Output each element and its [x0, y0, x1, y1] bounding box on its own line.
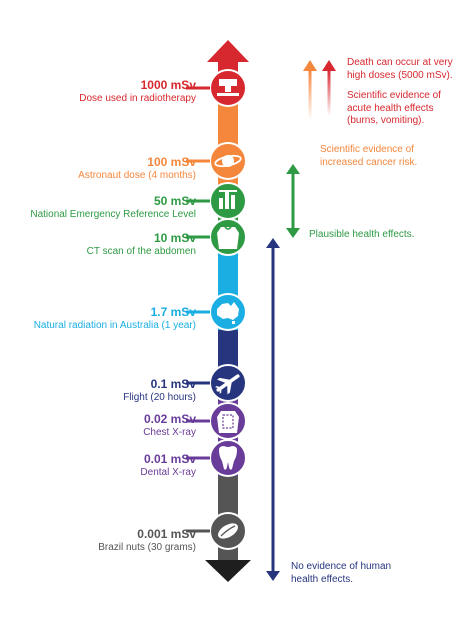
level-10: 10 mSv CT scan of the abdomen: [87, 231, 196, 258]
level-0-001: 0.001 mSv Brazil nuts (30 grams): [98, 527, 196, 554]
effect-death-note: Death can occur at very high doses (5000…: [347, 57, 453, 82]
chest-xray-icon: [209, 402, 247, 440]
plausible-effects-arrow: [286, 164, 300, 238]
level-100: 100 mSv Astronaut dose (4 months): [78, 155, 196, 182]
planet-ring-icon: [209, 142, 247, 180]
effect-plausible-note: Plausible health effects.: [309, 229, 414, 242]
level-label: National Emergency Reference Level: [30, 209, 196, 220]
effect-line: acute health effects: [347, 102, 434, 114]
level-value: 50 mSv: [153, 194, 196, 208]
effect-line: health effects.: [291, 573, 354, 585]
effect-line: high doses (5000 mSv).: [347, 69, 453, 81]
level-value: 0.01 mSv: [143, 452, 196, 466]
bar-chart-icon: [209, 182, 247, 220]
effect-line: increased cancer risk.: [320, 156, 418, 168]
level-label: Brazil nuts (30 grams): [98, 542, 196, 553]
effect-line: (burns, vomiting).: [347, 115, 425, 126]
tooth-icon: [209, 439, 247, 477]
level-value: 0.001 mSv: [137, 527, 196, 541]
level-label: Astronaut dose (4 months): [78, 170, 196, 181]
cancer-risk-arrow: [303, 60, 317, 120]
level-value: 1.7 mSv: [150, 305, 196, 319]
level-label: Chest X-ray: [143, 427, 196, 438]
torso-icon: [209, 218, 247, 256]
brazil-nut-icon: [209, 512, 247, 550]
effect-line: Plausible health effects.: [309, 229, 415, 240]
effect-acute-note: Scientific evidence of acute health effe…: [347, 90, 441, 128]
level-label: Dental X-ray: [140, 467, 196, 478]
acute-effects-arrow: [322, 60, 336, 116]
level-1000: 1000 mSv Dose used in radiotherapy: [79, 78, 196, 105]
level-value: 0.1 mSv: [150, 377, 196, 391]
effect-line: Scientific evidence of: [320, 144, 414, 155]
effect-no-evidence-note: No evidence of human health effects.: [291, 561, 391, 586]
level-label: Flight (20 hours): [123, 392, 196, 403]
australia-map-icon: [209, 293, 247, 331]
radiotherapy-machine-icon: [209, 69, 247, 107]
level-50: 50 mSv National Emergency Reference Leve…: [30, 194, 196, 221]
level-0-02: 0.02 mSv Chest X-ray: [143, 412, 196, 439]
level-label: Dose used in radiotherapy: [79, 93, 196, 104]
level-1-7: 1.7 mSv Natural radiation in Australia (…: [34, 305, 196, 332]
level-value: 10 mSv: [153, 231, 196, 245]
airplane-icon: [209, 364, 247, 402]
effect-cancer-note: Scientific evidence of increased cancer …: [320, 144, 417, 169]
level-label: Natural radiation in Australia (1 year): [33, 320, 196, 331]
effect-line: Scientific evidence of: [347, 90, 441, 101]
level-0-1: 0.1 mSv Flight (20 hours): [123, 377, 196, 404]
level-0-01: 0.01 mSv Dental X-ray: [140, 452, 196, 479]
level-value: 100 mSv: [147, 155, 196, 169]
effect-line: No evidence of human: [291, 561, 392, 572]
scale-top-arrowhead: [207, 40, 249, 62]
level-value: 0.02 mSv: [143, 412, 196, 426]
no-evidence-arrow: [266, 238, 280, 581]
effect-line: Death can occur at very: [347, 57, 453, 68]
level-label: CT scan of the abdomen: [86, 246, 196, 257]
scale-bottom-arrowhead: [205, 560, 251, 582]
level-value: 1000 mSv: [140, 78, 196, 92]
